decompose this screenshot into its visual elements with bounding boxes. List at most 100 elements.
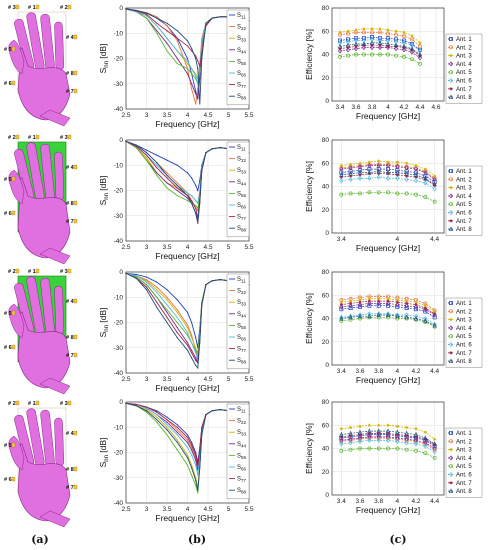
legend-main: S [237,312,241,318]
legend-label: Ant. 7 [456,219,472,225]
data-point [191,352,193,354]
data-point [385,44,391,51]
data-point [156,281,158,283]
antenna-port-2: # 1 [28,4,40,11]
legend-main: S [237,25,241,31]
legend-label: Ant. 5 [456,464,472,470]
y-tick-label: 60 [322,292,330,299]
legend-sub: 88 [241,490,247,495]
port-marker [67,134,72,140]
port-label: # 8 [66,467,74,473]
legend-marker [448,455,454,461]
legend-sub: 88 [241,228,247,233]
data-point [195,212,197,214]
legend-entry-1: S11 [229,145,246,152]
legend-marker [449,37,453,41]
x-tick-label: 4 [386,104,390,111]
port-marker [73,334,78,340]
data-point [176,424,178,426]
x-tick-label: 5 [227,506,231,513]
data-point [199,179,201,181]
data-point [353,41,359,46]
data-point [166,434,168,436]
data-point [367,299,371,303]
data-point [376,437,381,443]
data-point [186,324,189,326]
data-point [423,169,428,176]
y-tick-label: -40 [114,106,124,113]
data-point [376,436,381,440]
data-point [401,47,407,53]
data-point [145,278,148,281]
legend-marker [448,358,454,364]
antenna-port-1: # 2 [8,268,20,275]
data-point [367,172,371,176]
x-axis-label: Frequency [GHz] [356,111,420,121]
finger-4 [54,21,65,71]
data-point [432,315,437,320]
x-tick-label: 3.5 [162,376,171,383]
series-line [341,171,435,185]
data-point [176,299,178,301]
x-tick-label: 2.5 [121,506,130,513]
legend-entry-5: S55 [229,453,247,460]
x-axis-label: Frequency [GHz] [356,375,420,385]
port-label: # 8 [66,201,74,207]
data-point [219,146,221,149]
port-label: # 5 [4,177,12,183]
port-label: # 8 [66,335,74,341]
legend: Ant. 1 Ant. 2 Ant. 3 Ant. 4 Ant. 5 Ant. 6 Ant.… [445,33,483,104]
y-tick-label: 80 [322,137,330,144]
antenna-port-6: # 8 [66,70,78,77]
data-point [404,176,409,183]
data-point [145,157,148,159]
port-marker [35,4,40,10]
data-point [370,52,374,57]
data-point [176,309,178,311]
y-tick-label: 40 [322,446,330,453]
data-point [357,313,363,319]
legend-label: S22 [237,289,247,296]
legend-main: S [237,83,241,89]
x-tick-label: 3.6 [355,498,364,505]
y-tick-label: 40 [322,316,330,323]
series-3 [339,423,437,441]
port-marker [73,34,78,40]
x-tick-label: 4.2 [411,498,420,505]
series-line [341,430,435,445]
data-point [176,184,178,187]
data-point [156,301,158,303]
data-point [357,438,363,445]
data-point [395,164,400,170]
data-point [145,284,148,286]
data-point [345,47,351,53]
legend-entry-4: S44 [229,442,247,448]
legend-marker [449,70,453,75]
legend-main: S [237,347,241,353]
legend-sub: 33 [241,432,247,437]
y-tick-label: 40 [322,184,330,191]
legend-main: S [237,157,241,163]
data-point [413,304,419,310]
y-tick-label: -40 [114,500,124,507]
data-point [414,163,418,168]
data-point [385,163,391,169]
port-marker [67,268,72,274]
y-tick-label: 0 [325,230,329,237]
data-point [367,313,372,319]
chart-b-row-2: 2.5 3 3.5 4 4.5 5 5.5 0 -10 -20 -30 -40 Frequency [G… [98,137,254,261]
data-point [377,159,381,163]
legend-label: S88 [237,488,247,495]
data-point [349,434,353,438]
legend-box [226,403,250,500]
x-tick-label: 4 [186,376,190,383]
data-point [145,410,148,412]
antenna-port-5: # 5 [4,310,16,317]
data-point [197,367,199,369]
legend-entry-5: Ant. 5 [448,70,472,76]
data-point [186,197,189,199]
data-point [199,342,201,344]
hand-phantom-2: # 2 # 1 # 3 # 4 # 5 # 8 # 6 # 7 [4,134,78,265]
data-point [195,207,197,209]
data-point [354,28,358,32]
